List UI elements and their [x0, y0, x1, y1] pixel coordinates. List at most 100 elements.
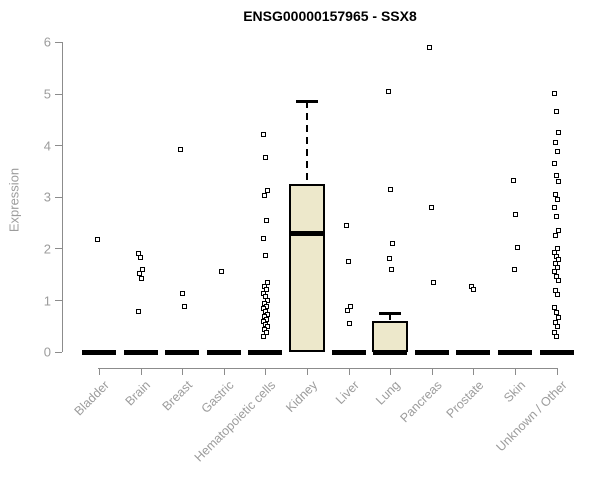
data-point	[555, 324, 561, 330]
data-point	[556, 178, 562, 184]
y-axis-label: Expression	[6, 167, 22, 233]
data-point	[555, 148, 561, 154]
data-point	[138, 254, 144, 260]
y-tick	[55, 41, 62, 43]
y-tick	[55, 145, 62, 147]
data-point	[179, 291, 185, 297]
data-point	[553, 287, 559, 293]
x-category-label: Gastric	[198, 378, 237, 416]
x-tick	[140, 369, 142, 375]
data-point	[555, 292, 561, 298]
median-line	[165, 350, 200, 356]
x-tick	[556, 369, 558, 375]
data-point	[181, 303, 187, 309]
data-point	[344, 222, 350, 228]
data-point	[552, 91, 558, 97]
y-tick-label: 0	[43, 344, 51, 360]
whisker-cap	[296, 100, 318, 104]
x-category-label: Breast	[159, 378, 196, 414]
box-plot-box	[289, 183, 325, 352]
x-category-label: Brain	[122, 378, 154, 409]
data-point	[389, 240, 395, 246]
y-tick	[55, 248, 62, 250]
data-point	[263, 330, 269, 336]
x-category-label: Liver	[332, 378, 362, 408]
data-point	[386, 256, 392, 262]
data-point	[260, 235, 266, 241]
data-point	[552, 269, 558, 275]
median-line	[82, 350, 116, 356]
data-point	[553, 140, 559, 146]
data-point	[263, 316, 269, 322]
data-point	[262, 154, 268, 160]
y-tick	[55, 351, 62, 353]
data-point	[140, 266, 146, 272]
data-point	[514, 244, 520, 250]
data-point	[555, 245, 561, 251]
x-tick	[390, 369, 392, 375]
data-point	[139, 276, 145, 282]
data-point	[260, 333, 266, 339]
data-point	[552, 305, 558, 311]
x-category-label: Skin	[500, 378, 528, 406]
data-point	[263, 217, 269, 223]
x-tick	[265, 369, 267, 375]
median-line	[456, 350, 491, 356]
data-point	[261, 192, 267, 198]
x-category-label: Hematopoietic cells	[191, 378, 279, 465]
y-tick	[55, 300, 62, 302]
data-point	[556, 129, 562, 135]
data-point	[262, 253, 268, 259]
y-axis-line	[62, 41, 63, 352]
median-line	[248, 350, 283, 356]
data-point	[552, 204, 558, 210]
data-point	[264, 311, 270, 317]
data-point	[555, 265, 561, 271]
median-line	[498, 350, 532, 356]
x-tick	[473, 369, 475, 375]
data-point	[264, 187, 270, 193]
median-line	[206, 350, 241, 356]
data-point	[219, 269, 225, 275]
data-point	[345, 307, 351, 313]
median-line	[290, 231, 324, 237]
median-line	[331, 350, 366, 356]
whisker-line	[389, 312, 392, 321]
x-category-label: Kidney	[282, 378, 320, 415]
x-axis-line	[98, 368, 558, 369]
median-line	[373, 350, 408, 356]
y-tick-label: 5	[43, 86, 51, 102]
x-category-label: Pancreas	[397, 378, 445, 426]
data-point	[94, 237, 100, 243]
x-tick	[307, 369, 308, 375]
y-tick-label: 1	[43, 293, 51, 309]
y-tick	[55, 196, 62, 198]
data-point	[555, 196, 561, 202]
x-category-label: Lung	[373, 378, 404, 408]
median-line	[539, 350, 574, 356]
data-point	[554, 109, 560, 115]
data-point	[264, 297, 270, 303]
data-point	[388, 266, 394, 272]
y-tick-label: 4	[43, 138, 51, 154]
data-point	[346, 258, 352, 264]
data-point	[387, 186, 393, 192]
data-point	[263, 287, 269, 293]
data-point	[347, 320, 353, 326]
data-point	[264, 324, 270, 330]
data-point	[554, 213, 560, 219]
data-point	[431, 279, 437, 285]
data-point	[137, 270, 143, 276]
data-point	[556, 257, 562, 263]
y-tick-label: 3	[43, 189, 51, 205]
data-point	[470, 287, 476, 293]
data-point	[429, 204, 435, 210]
data-point	[348, 304, 354, 310]
data-point	[554, 172, 560, 178]
data-point	[385, 88, 391, 94]
x-tick	[348, 369, 350, 375]
data-point	[264, 279, 270, 285]
data-point	[556, 277, 562, 283]
x-category-label: Bladder	[71, 378, 112, 419]
